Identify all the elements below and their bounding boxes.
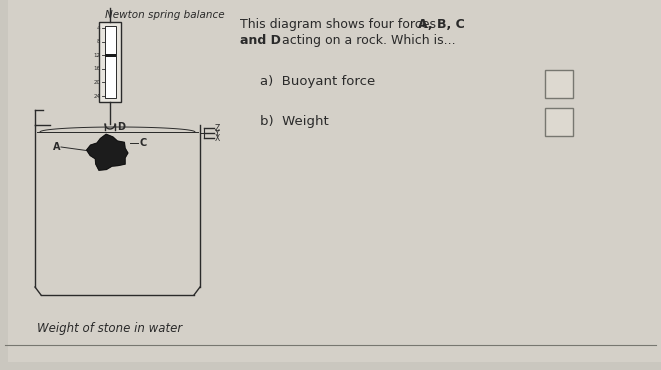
Text: Y: Y xyxy=(215,128,219,138)
Text: Weight of stone in water: Weight of stone in water xyxy=(38,322,182,335)
Text: acting on a rock. Which is...: acting on a rock. Which is... xyxy=(278,34,455,47)
Bar xyxy=(545,108,573,136)
Text: a)  Buoyant force: a) Buoyant force xyxy=(260,75,375,88)
Text: This diagram shows four forces: This diagram shows four forces xyxy=(240,18,444,31)
Text: b)  Weight: b) Weight xyxy=(260,115,329,128)
Text: 4: 4 xyxy=(97,26,100,30)
Text: Z: Z xyxy=(215,124,220,132)
Text: 12: 12 xyxy=(93,53,100,58)
Text: C: C xyxy=(140,138,147,148)
Text: A, B, C: A, B, C xyxy=(418,18,465,31)
Text: A: A xyxy=(53,142,61,152)
Text: D: D xyxy=(117,122,125,132)
Text: and D: and D xyxy=(240,34,281,47)
Bar xyxy=(104,26,116,98)
Bar xyxy=(99,22,121,102)
Text: Newton spring balance: Newton spring balance xyxy=(105,10,225,20)
Text: 8: 8 xyxy=(97,39,100,44)
Text: 24: 24 xyxy=(93,94,100,98)
Text: 16: 16 xyxy=(93,66,100,71)
Text: X: X xyxy=(215,134,220,142)
Text: 20: 20 xyxy=(93,80,100,85)
Bar xyxy=(545,70,573,98)
Bar xyxy=(104,54,116,57)
Polygon shape xyxy=(87,134,128,170)
